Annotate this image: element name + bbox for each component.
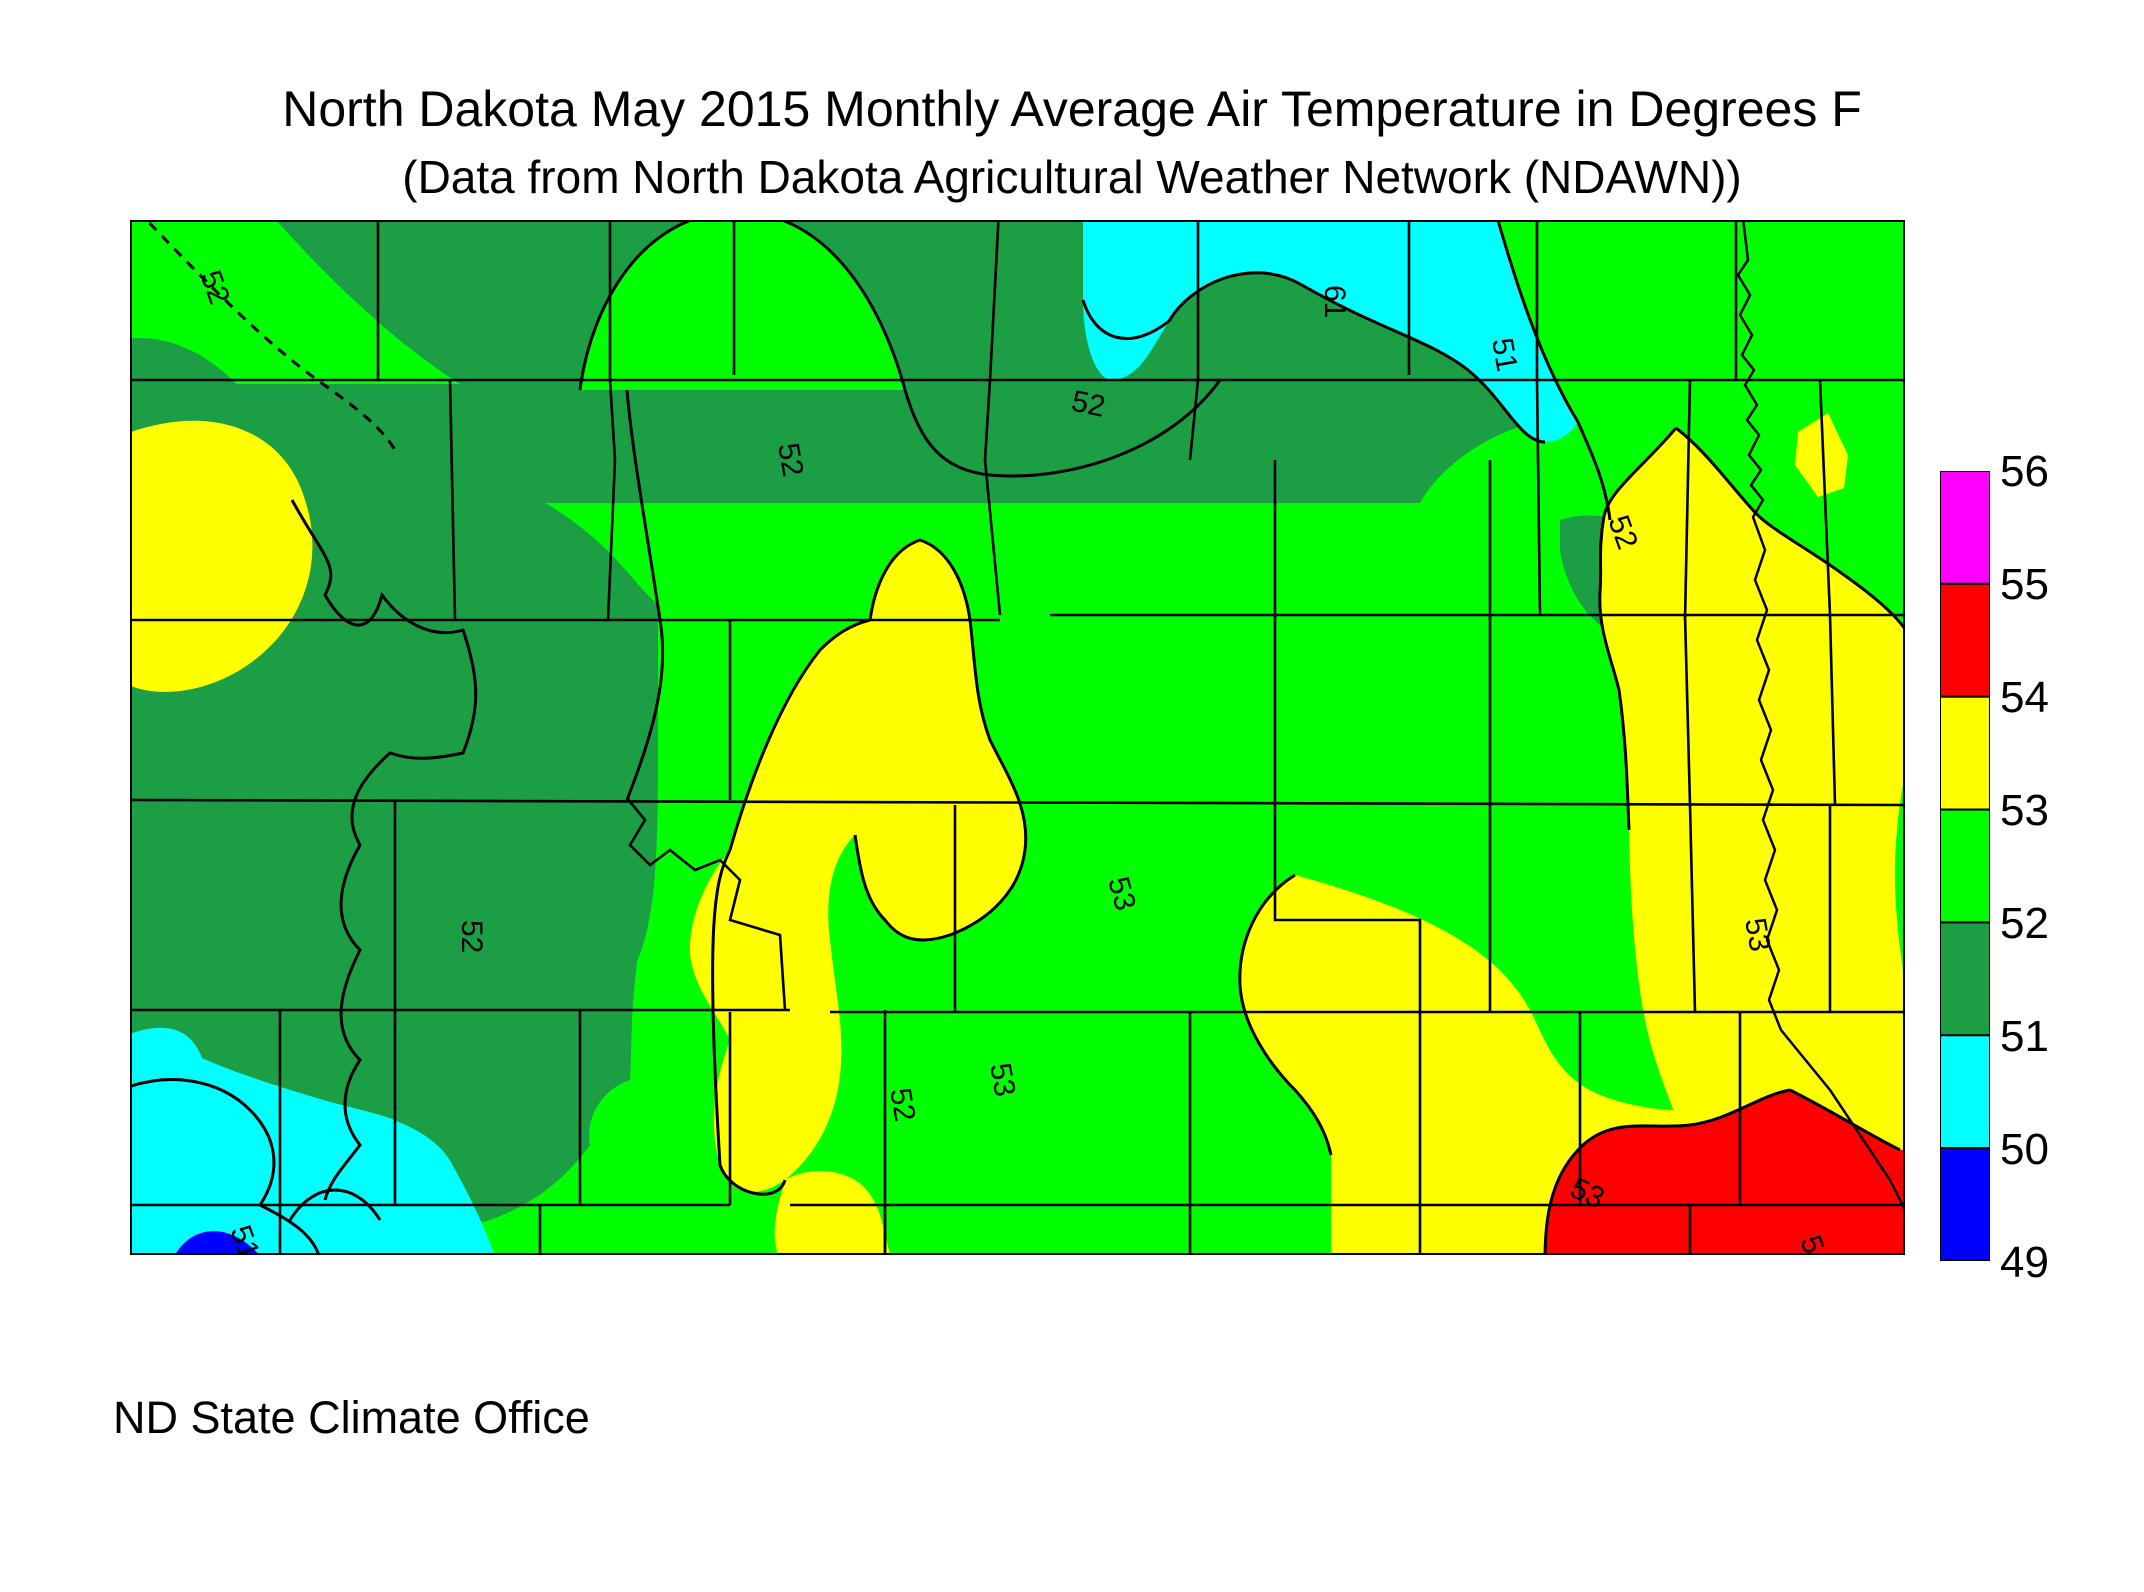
svg-text:61: 61: [1318, 285, 1351, 318]
svg-text:53: 53: [983, 1060, 1021, 1099]
svg-text:52: 52: [771, 440, 809, 479]
svg-text:53: 53: [1738, 915, 1776, 954]
svg-text:52: 52: [1069, 385, 1109, 424]
svg-text:52: 52: [455, 920, 488, 953]
svg-text:51: 51: [1485, 335, 1523, 374]
svg-text:52: 52: [883, 1085, 921, 1124]
